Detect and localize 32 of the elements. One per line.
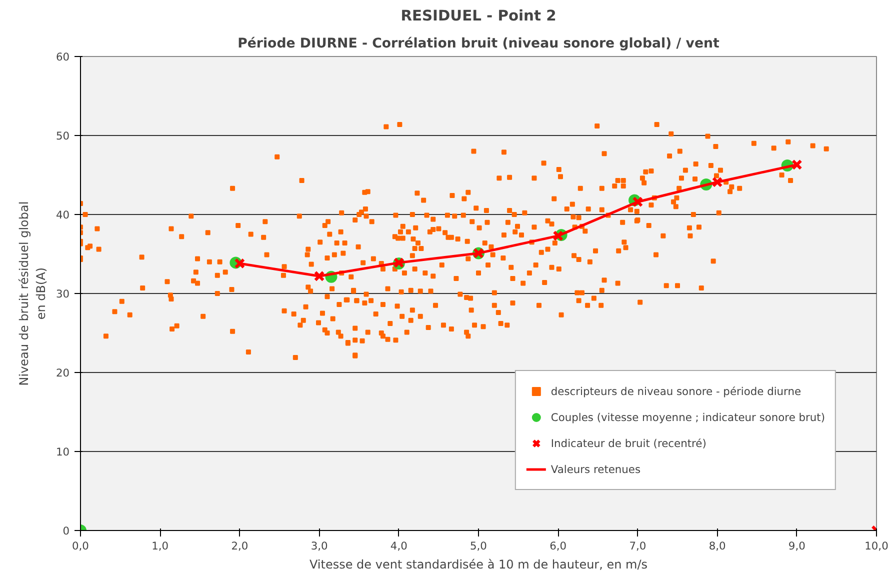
- x-tick-label: 7,0: [629, 540, 646, 552]
- x-tick-label: 4,0: [390, 540, 408, 552]
- y-axis-title: Niveau de bruit résiduel global en dB(A): [17, 201, 48, 386]
- point: [712, 176, 723, 188]
- x-tick-label: 10,0: [864, 540, 889, 552]
- y-tick-label: 30: [56, 288, 70, 300]
- y-tick-label: 10: [56, 446, 70, 458]
- chart-title: RESIDUEL - Point 2: [400, 8, 556, 24]
- x-tick-label: 2,0: [231, 540, 248, 552]
- x-tick-label: 1,0: [152, 540, 169, 552]
- y-tick-label: 20: [56, 366, 70, 380]
- x-tick-label: 8,0: [708, 540, 726, 552]
- legend-label: Valeurs retenues: [550, 462, 641, 476]
- x-tick-label: 9,0: [788, 540, 806, 552]
- y-tick-label: 50: [56, 130, 70, 142]
- x-tick-label: 6,0: [550, 540, 567, 552]
- x-tick-label: 0,0: [72, 540, 90, 552]
- x-axis-title: Vitesse de vent standardisée à 10 m de hauteur, en m/s: [309, 558, 648, 572]
- chart-subtitle: Période DIURNE - Corrélation bruit (niveau sonore global) / vent: [238, 36, 720, 52]
- x-tick-label: 5,0: [470, 540, 488, 552]
- point: [234, 258, 246, 269]
- legend-label: Couples (vitesse moyenne ; indicateur sonore brut): [550, 410, 825, 424]
- y-tick-label: 60: [56, 50, 70, 64]
- y-tick-label: 40: [56, 208, 70, 222]
- point: [632, 196, 644, 208]
- legend-label: Indicateur de bruit (recentré): [550, 436, 706, 450]
- x-tick-label: 3,0: [310, 540, 328, 552]
- legend-label: descripteurs de niveau sonore - période diurne: [550, 384, 802, 398]
- point: [552, 230, 564, 242]
- point: [314, 270, 325, 282]
- point: [792, 159, 802, 170]
- y-tick-label: 0: [62, 524, 70, 538]
